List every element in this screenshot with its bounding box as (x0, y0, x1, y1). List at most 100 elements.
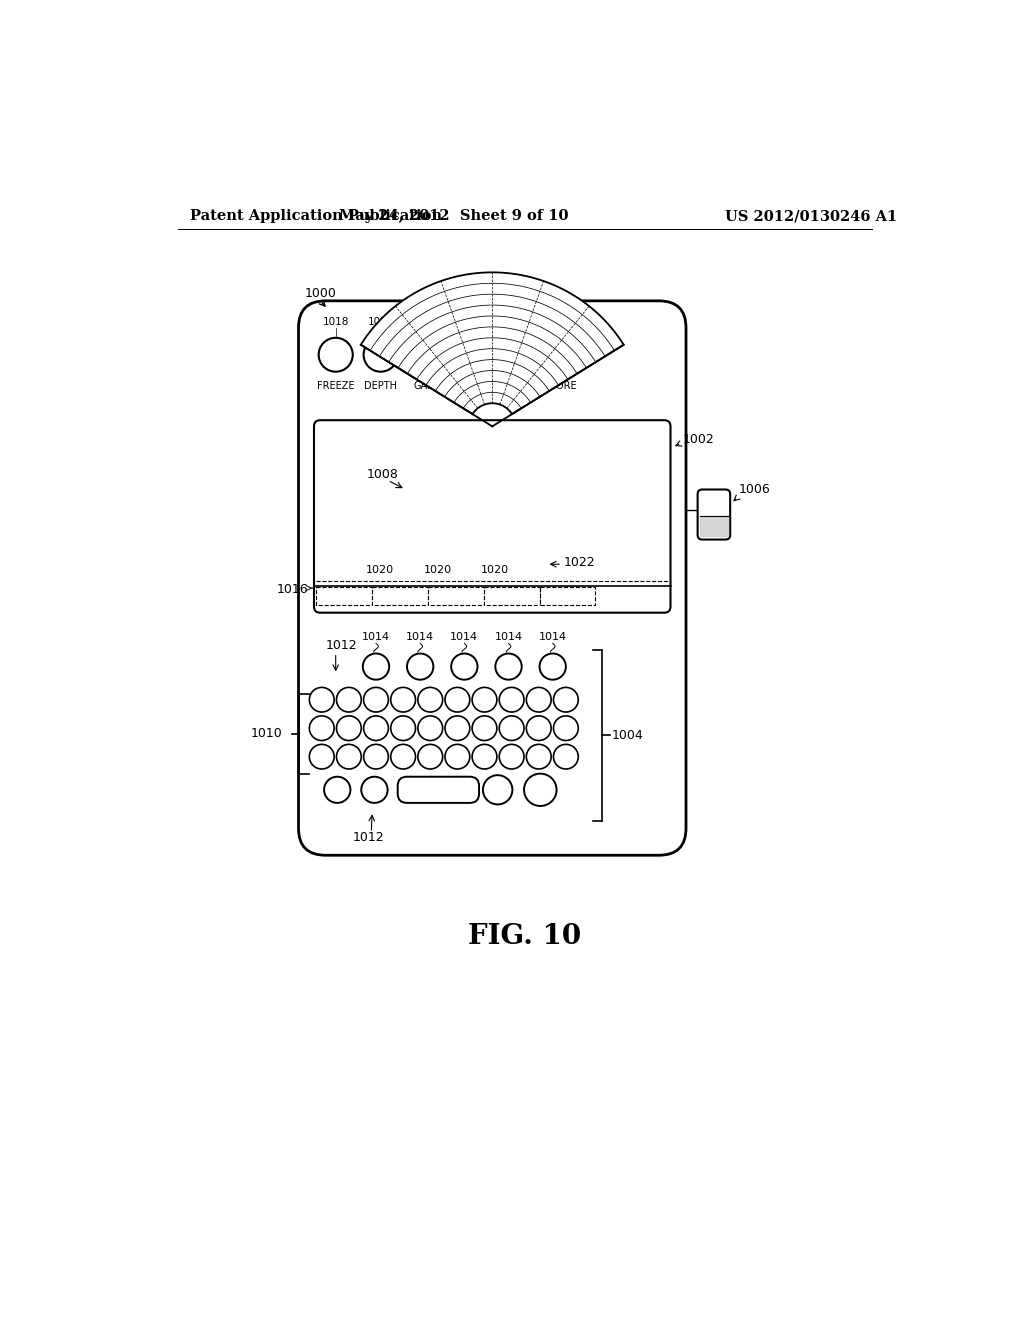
Text: MENU: MENU (523, 785, 557, 795)
Circle shape (540, 653, 566, 680)
Text: FREEZE: FREEZE (317, 381, 354, 391)
Text: ←: ← (560, 722, 571, 735)
Text: 1018: 1018 (458, 317, 483, 327)
Text: R2: R2 (396, 694, 410, 705)
Circle shape (391, 688, 416, 711)
Text: F3: F3 (458, 661, 471, 672)
Text: 1014: 1014 (407, 632, 434, 643)
Text: 1020: 1020 (424, 565, 452, 576)
Text: .: . (537, 750, 541, 763)
Text: 1018: 1018 (323, 317, 349, 327)
Text: K: K (508, 722, 516, 735)
Text: F5: F5 (397, 723, 409, 733)
Text: 1010: 1010 (251, 727, 283, 741)
Text: A: A (317, 722, 326, 735)
Text: D4: D4 (369, 723, 383, 733)
Bar (540, 586, 595, 605)
Text: E1: E1 (370, 694, 382, 705)
Circle shape (391, 715, 416, 741)
Text: 1014: 1014 (451, 632, 478, 643)
Bar (483, 586, 540, 605)
Text: May 24, 2012  Sheet 9 of 10: May 24, 2012 Sheet 9 of 10 (339, 209, 568, 223)
Text: T3: T3 (424, 694, 436, 705)
FancyBboxPatch shape (397, 776, 479, 803)
Text: US 2012/0130246 A1: US 2012/0130246 A1 (725, 209, 897, 223)
Text: F2: F2 (414, 661, 427, 672)
Text: G6: G6 (424, 723, 437, 733)
Circle shape (472, 744, 497, 770)
Circle shape (309, 744, 334, 770)
Text: 1006: 1006 (738, 483, 770, 496)
Circle shape (500, 744, 524, 770)
Text: 1018: 1018 (503, 317, 528, 327)
Text: STORE: STORE (544, 381, 577, 391)
Circle shape (454, 338, 487, 372)
Text: L: L (536, 722, 543, 735)
Text: V5: V5 (424, 751, 436, 762)
Text: ↑: ↑ (331, 783, 344, 797)
Text: ↵: ↵ (560, 750, 571, 763)
Text: 1018: 1018 (413, 317, 439, 327)
Circle shape (500, 688, 524, 711)
Circle shape (472, 715, 497, 741)
Text: 1012: 1012 (352, 832, 384, 843)
Text: O: O (534, 693, 544, 706)
Circle shape (337, 715, 361, 741)
Text: 1018: 1018 (368, 317, 394, 327)
Text: C8: C8 (396, 751, 410, 762)
Circle shape (337, 744, 361, 770)
Circle shape (391, 744, 416, 770)
Text: P: P (562, 693, 569, 706)
Bar (372, 586, 428, 605)
FancyBboxPatch shape (299, 301, 686, 855)
FancyBboxPatch shape (697, 490, 730, 540)
Circle shape (452, 653, 477, 680)
Text: a2ch: a2ch (442, 591, 469, 601)
Circle shape (554, 744, 579, 770)
Circle shape (418, 715, 442, 741)
Text: 1022: 1022 (563, 556, 595, 569)
Text: U: U (480, 693, 489, 706)
Text: 1008: 1008 (367, 467, 398, 480)
Circle shape (409, 338, 442, 372)
Bar (316, 586, 372, 605)
Circle shape (361, 776, 388, 803)
Circle shape (526, 744, 551, 770)
Circle shape (526, 688, 551, 711)
Circle shape (483, 775, 512, 804)
Circle shape (418, 744, 442, 770)
Text: Q: Q (316, 693, 327, 706)
Text: F1: F1 (370, 661, 383, 672)
Circle shape (524, 774, 557, 807)
Text: DEPTH: DEPTH (365, 381, 397, 391)
Circle shape (318, 338, 352, 372)
Text: W: W (343, 693, 355, 706)
Circle shape (445, 688, 470, 711)
Circle shape (309, 715, 334, 741)
Text: PRINT: PRINT (501, 381, 530, 391)
Bar (428, 586, 483, 605)
Circle shape (526, 715, 551, 741)
Circle shape (500, 715, 524, 741)
Text: J: J (482, 722, 486, 735)
Text: 1004: 1004 (611, 729, 643, 742)
Circle shape (407, 653, 433, 680)
Text: Patent Application Publication: Patent Application Publication (190, 209, 442, 223)
Text: a4ch: a4ch (331, 591, 357, 601)
Text: 1000: 1000 (305, 286, 337, 300)
Circle shape (554, 715, 579, 741)
Circle shape (544, 338, 578, 372)
Circle shape (554, 688, 579, 711)
Circle shape (364, 688, 388, 711)
Text: F4: F4 (502, 661, 515, 672)
Circle shape (445, 715, 470, 741)
Text: H: H (453, 722, 462, 735)
Text: B: B (453, 750, 462, 763)
Text: 1016: 1016 (276, 583, 308, 597)
Text: 1018: 1018 (547, 317, 573, 327)
Text: 1014: 1014 (539, 632, 566, 643)
Text: 1020: 1020 (366, 565, 394, 576)
Circle shape (364, 338, 397, 372)
Circle shape (337, 688, 361, 711)
Text: Z: Z (345, 750, 353, 763)
